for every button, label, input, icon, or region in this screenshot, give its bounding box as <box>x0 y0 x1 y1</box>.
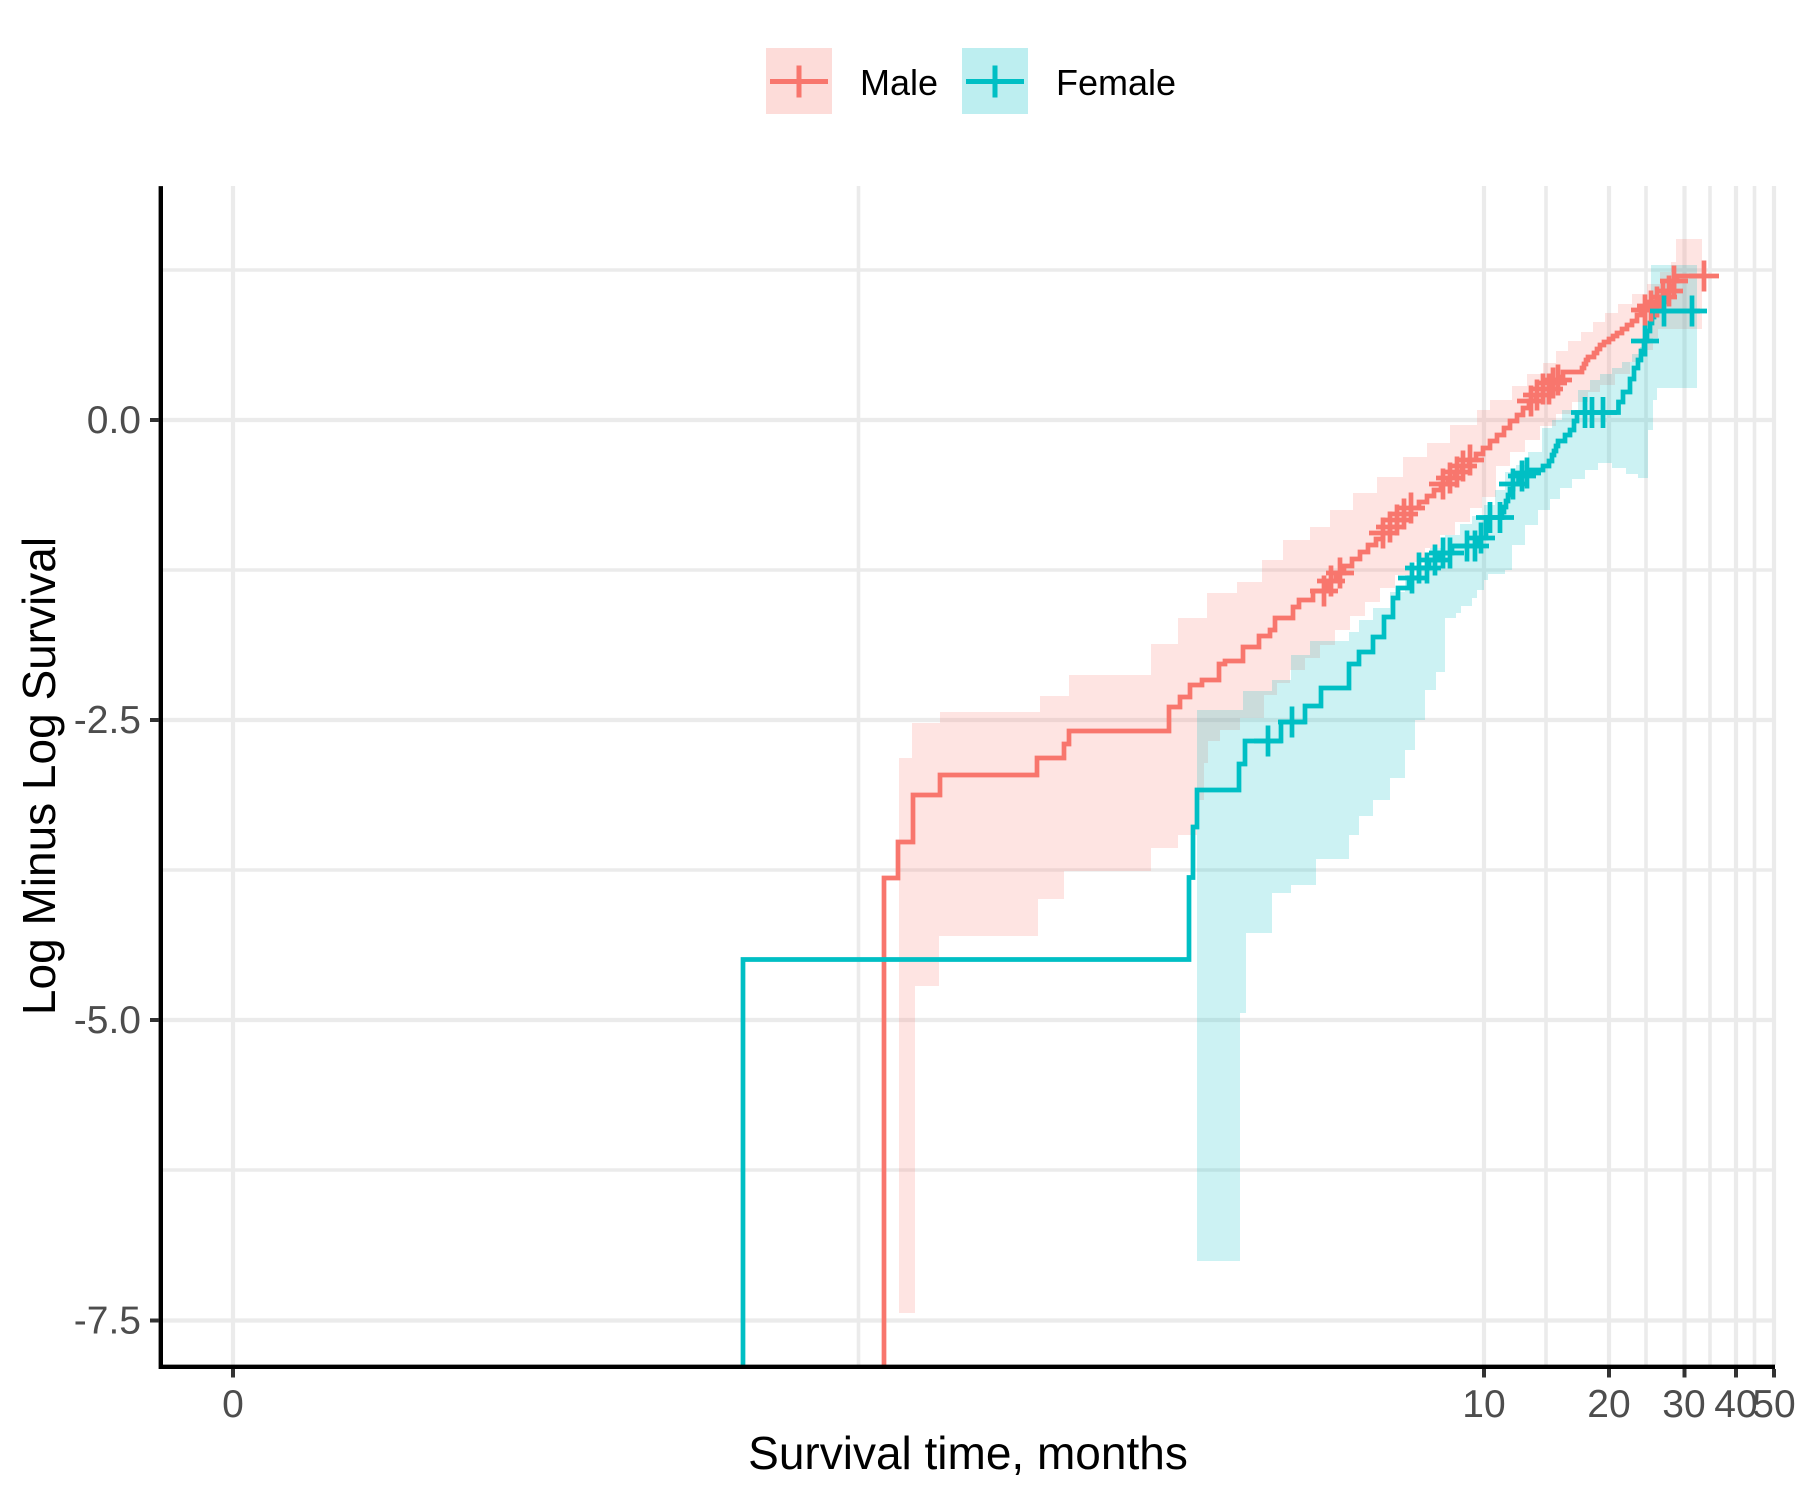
svg-text:-7.5: -7.5 <box>74 1300 141 1343</box>
svg-text:Female: Female <box>1056 62 1176 103</box>
svg-text:50: 50 <box>1752 1383 1795 1426</box>
svg-text:0: 0 <box>222 1383 244 1426</box>
svg-text:Survival time, months: Survival time, months <box>748 1427 1188 1479</box>
svg-text:Log Minus Log Survival: Log Minus Log Survival <box>13 537 65 1015</box>
svg-text:40: 40 <box>1714 1383 1757 1426</box>
svg-text:-5.0: -5.0 <box>74 999 141 1042</box>
svg-text:10: 10 <box>1462 1383 1505 1426</box>
svg-text:20: 20 <box>1587 1383 1630 1426</box>
svg-text:30: 30 <box>1662 1383 1705 1426</box>
svg-text:Male: Male <box>860 62 938 103</box>
svg-text:0.0: 0.0 <box>87 399 141 442</box>
svg-text:-2.5: -2.5 <box>74 699 141 742</box>
